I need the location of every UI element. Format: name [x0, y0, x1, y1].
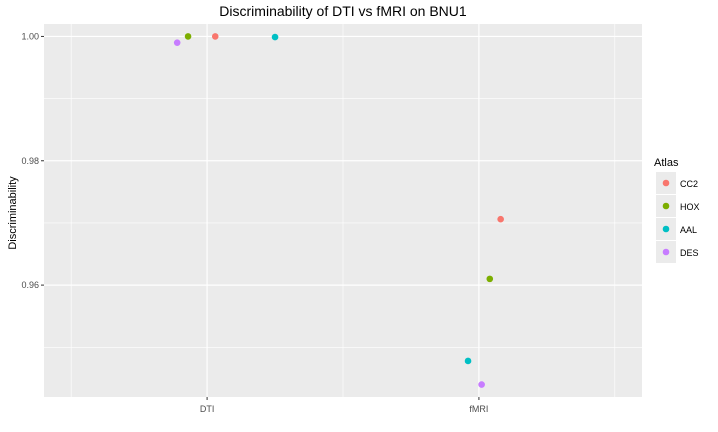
point-des-fmri [478, 381, 485, 388]
legend-key-cc2 [662, 179, 670, 187]
point-aal-fmri [464, 357, 472, 365]
legend-label-des: DES [680, 248, 699, 258]
y-axis: 0.96 0.98 1.00 [21, 31, 44, 290]
point-aal-dti [271, 33, 279, 41]
point-cc2-dti [211, 33, 219, 40]
legend-label-cc2: CC2 [680, 179, 698, 189]
legend-key-des [662, 248, 670, 256]
y-tick-label: 1.00 [21, 31, 39, 41]
x-tick-label-fmri: fMRI [469, 404, 488, 414]
y-tick-label: 0.96 [21, 280, 39, 290]
x-axis: DTI fMRI [200, 397, 488, 414]
legend-label-aal: AAL [680, 225, 697, 235]
x-tick-label-dti: DTI [200, 404, 215, 414]
y-tick-label: 0.98 [21, 156, 39, 166]
y-axis-title: Discriminability [7, 176, 19, 250]
legend: Atlas CC2 HOX AAL DES [654, 157, 700, 263]
legend-key-aal [662, 225, 670, 233]
legend-label-hox: HOX [680, 202, 700, 212]
point-cc2-fmri [497, 215, 504, 223]
legend-key-hox [662, 202, 670, 210]
point-des-dti [173, 39, 181, 46]
plot-panel [44, 24, 642, 397]
data-points [173, 33, 504, 388]
point-hox-dti [184, 33, 192, 40]
chart-title: Discriminability of DTI vs fMRI on BNU1 [219, 3, 467, 19]
legend-title: Atlas [654, 157, 679, 169]
point-hox-fmri [486, 275, 494, 283]
legend-items: CC2 HOX AAL DES [656, 172, 700, 263]
